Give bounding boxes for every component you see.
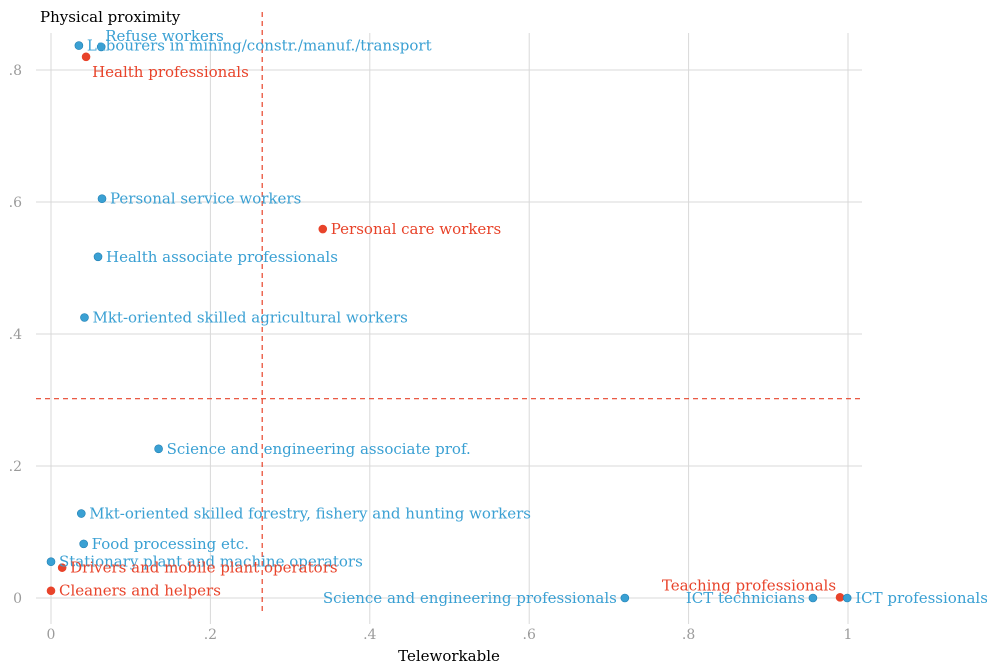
x-axis-title: Teleworkable — [398, 647, 500, 665]
reference-lines — [36, 12, 862, 613]
point-label: Personal care workers — [331, 220, 501, 238]
data-point — [46, 586, 56, 596]
y-axis-title: Physical proximity — [40, 8, 181, 26]
y-tick-label: 0 — [13, 591, 22, 607]
point-label: Health professionals — [92, 63, 249, 81]
data-point — [842, 593, 852, 603]
data-point — [93, 252, 103, 262]
data-point — [76, 509, 86, 518]
point-label: ICT professionals — [855, 589, 987, 607]
y-tick-label: .2 — [9, 459, 22, 475]
point-label: Science and engineering associate prof. — [167, 440, 471, 458]
data-point — [79, 539, 88, 549]
data-point — [57, 563, 67, 572]
x-tick-label: .2 — [204, 627, 217, 643]
point-label: Teaching professionals — [662, 576, 836, 594]
data-point — [318, 224, 328, 234]
data-point — [808, 593, 818, 603]
gridlines — [36, 33, 862, 624]
data-point — [620, 593, 630, 603]
data-point — [96, 42, 106, 52]
y-tick-label: .8 — [9, 63, 22, 79]
point-label: Labourers in mining/constr./manuf./trans… — [87, 37, 432, 55]
point-label: Personal service workers — [110, 190, 301, 208]
x-tick-label: .8 — [682, 627, 695, 643]
data-point — [97, 194, 107, 203]
point-label: ICT technicians — [686, 589, 805, 607]
point-label: Food processing etc. — [92, 535, 249, 553]
data-point — [835, 593, 845, 602]
point-label: Health associate professionals — [106, 248, 338, 266]
data-point — [74, 41, 84, 50]
point-label: Mkt-oriented skilled forestry, fishery a… — [89, 505, 531, 523]
data-point — [80, 313, 89, 322]
x-tick-label: .6 — [523, 627, 536, 643]
point-label: Cleaners and helpers — [59, 582, 221, 600]
data-points — [46, 41, 852, 603]
point-label: Refuse workers — [105, 27, 224, 45]
data-point — [46, 557, 56, 567]
point-label: Stationary plant and machine operators — [59, 553, 363, 571]
point-label: Mkt-oriented skilled agricultural worker… — [92, 309, 407, 327]
tick-labels: 0 .2 .4 .6 .8 1 0 .2 .4 .6 .8 — [9, 63, 853, 643]
y-tick-label: .4 — [9, 327, 22, 343]
x-tick-label: .4 — [363, 627, 376, 643]
data-point — [81, 52, 91, 62]
data-point — [154, 444, 163, 454]
x-tick-label: 1 — [844, 627, 853, 643]
point-label: Drivers and mobile plant operators — [70, 559, 337, 577]
x-tick-label: 0 — [47, 627, 56, 643]
point-label: Science and engineering professionals — [323, 589, 617, 607]
y-tick-label: .6 — [9, 195, 22, 211]
